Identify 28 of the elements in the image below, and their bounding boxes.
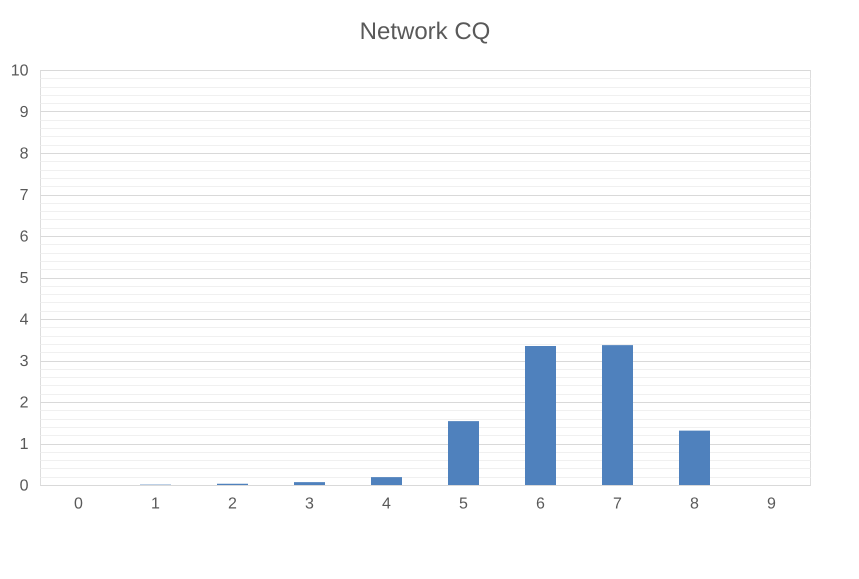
y-tick-label: 4 (20, 312, 29, 328)
x-tick-label: 4 (382, 496, 392, 512)
y-tick-label: 2 (20, 394, 29, 412)
bar (602, 345, 633, 485)
x-tick-label: 5 (459, 496, 468, 512)
bar (294, 482, 325, 485)
y-tick-label: 3 (20, 353, 29, 370)
y-tick-label: 0 (20, 478, 29, 494)
x-tick-label: 3 (305, 496, 314, 512)
chart-title: Network CQ (360, 18, 490, 45)
y-tick-label: 9 (20, 104, 29, 121)
y-tick-label: 5 (20, 270, 29, 287)
y-tick-label: 1 (20, 436, 29, 453)
x-tick-label: 7 (613, 496, 622, 512)
y-tick-label: 7 (20, 187, 29, 204)
y-tick-label: 10 (10, 62, 29, 80)
bar (448, 421, 479, 485)
y-tick-label: 8 (20, 146, 29, 162)
y-tick-label: 6 (20, 228, 29, 246)
bar (679, 430, 710, 485)
x-tick-label: 6 (536, 496, 546, 512)
x-tick-label: 8 (690, 496, 700, 512)
x-tick-label: 1 (151, 496, 160, 512)
bar (371, 477, 402, 485)
x-tick-label: 9 (767, 496, 776, 512)
bar (525, 346, 556, 485)
x-tick-label: 2 (228, 496, 238, 512)
x-tick-label: 0 (74, 496, 84, 512)
